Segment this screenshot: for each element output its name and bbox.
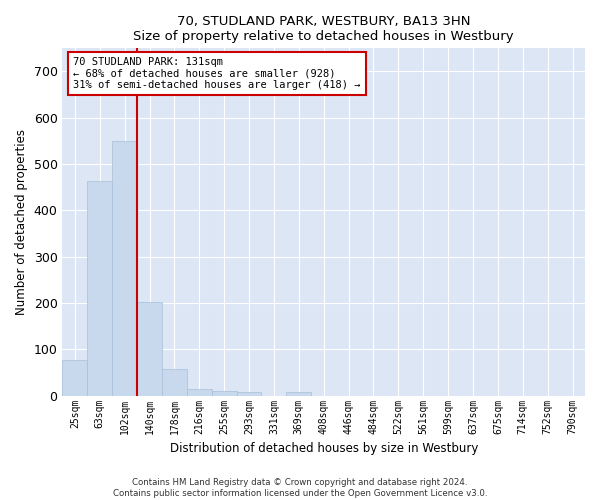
Text: Contains HM Land Registry data © Crown copyright and database right 2024.
Contai: Contains HM Land Registry data © Crown c… bbox=[113, 478, 487, 498]
Y-axis label: Number of detached properties: Number of detached properties bbox=[15, 129, 28, 315]
Bar bbox=[212, 391, 236, 396]
X-axis label: Distribution of detached houses by size in Westbury: Distribution of detached houses by size … bbox=[170, 442, 478, 455]
Bar bbox=[187, 388, 212, 396]
Title: 70, STUDLAND PARK, WESTBURY, BA13 3HN
Size of property relative to detached hous: 70, STUDLAND PARK, WESTBURY, BA13 3HN Si… bbox=[133, 15, 514, 43]
Bar bbox=[236, 392, 262, 396]
Bar bbox=[137, 302, 162, 396]
Text: 70 STUDLAND PARK: 131sqm
← 68% of detached houses are smaller (928)
31% of semi-: 70 STUDLAND PARK: 131sqm ← 68% of detach… bbox=[73, 57, 361, 90]
Bar bbox=[62, 360, 88, 396]
Bar bbox=[88, 181, 112, 396]
Bar bbox=[162, 369, 187, 396]
Bar bbox=[112, 141, 137, 396]
Bar bbox=[286, 392, 311, 396]
